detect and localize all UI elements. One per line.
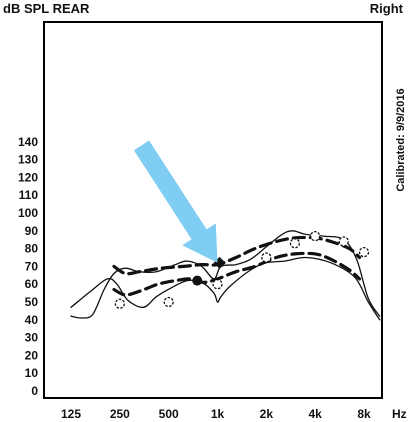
x-tick-label: 250: [110, 407, 130, 421]
y-tick-label: 140: [18, 135, 38, 149]
ear-label: Right: [370, 1, 404, 16]
y-tick-label: 90: [25, 224, 39, 238]
y-tick-label: 30: [25, 331, 39, 345]
open-circle-marker: [358, 247, 370, 258]
x-tick-label: 2k: [260, 407, 274, 421]
open-circle-marker: [163, 296, 174, 308]
y-axis-label: dB SPL REAR: [3, 1, 90, 16]
plot-frame: [43, 21, 383, 399]
series-lines: [70, 230, 381, 321]
data-markers: [114, 230, 370, 309]
x-tick-label: 500: [159, 407, 179, 421]
open-circle-marker: [212, 279, 223, 290]
y-tick-label: 110: [19, 188, 39, 202]
y-tick-label: 120: [18, 170, 38, 184]
arrow-annotation: [133, 140, 218, 263]
x-tick-label: 4k: [308, 407, 322, 421]
y-tick-label: 50: [25, 295, 39, 309]
y-tick-label: 40: [25, 313, 39, 327]
series-line-1: [70, 230, 381, 319]
series-line-3: [112, 235, 362, 276]
open-circle-marker: [114, 298, 125, 309]
calibration-note: Calibrated: 9/9/2016: [395, 88, 407, 191]
y-tick-label: 20: [25, 348, 39, 362]
series-line-2: [70, 256, 381, 321]
y-tick-label: 0: [31, 384, 38, 398]
x-tick-label: 1k: [211, 407, 225, 421]
open-circle-marker: [261, 252, 272, 263]
y-tick-label: 10: [25, 366, 39, 380]
y-tick-label: 130: [18, 153, 38, 167]
x-tick-label: 8k: [357, 407, 371, 421]
x-tick-labels: 125 250 500 1k 2k 4k 8k: [61, 407, 371, 421]
y-tick-label: 60: [25, 277, 39, 291]
x-axis-unit-label: Hz: [392, 407, 407, 421]
open-circle-marker: [289, 238, 301, 249]
pointer-arrow: [133, 140, 218, 263]
y-tick-label: 100: [18, 206, 38, 220]
y-tick-label: 70: [25, 259, 39, 273]
filled-circle-marker: [192, 275, 203, 286]
series-line-4: [112, 251, 362, 297]
open-circle-marker: [338, 236, 349, 247]
open-circle-marker: [310, 230, 321, 242]
y-tick-labels: 0 10 20 30 40 50 60 70 80 90 100 110 120 130 140: [18, 135, 38, 398]
y-tick-label: 80: [25, 242, 39, 256]
x-tick-label: 125: [61, 407, 81, 421]
